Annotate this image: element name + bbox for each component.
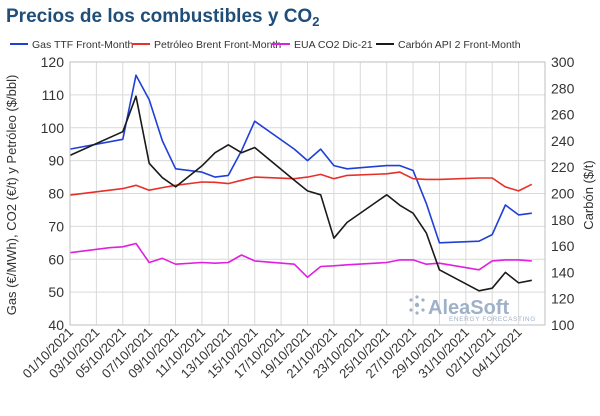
logo-subtitle: ENERGY FORECASTING <box>449 316 536 323</box>
y-right-tick-label: 140 <box>551 264 575 280</box>
series-line-3 <box>69 95 532 292</box>
y-right-tick-label: 100 <box>551 317 575 333</box>
y-right-tick-label: 260 <box>551 107 575 123</box>
series-line-0 <box>69 74 532 244</box>
y-left-tick-label: 80 <box>48 186 64 202</box>
legend-label: Gas TTF Front-Month <box>32 39 133 51</box>
series-line-2 <box>69 242 532 279</box>
y-right-tick-label: 180 <box>551 212 575 228</box>
y-left-tick-label: 120 <box>41 54 65 70</box>
y-right-tick-label: 200 <box>551 186 575 202</box>
x-axis-ticks: 01/10/202103/10/202105/10/202107/10/2021… <box>19 325 524 382</box>
y-left-tick-label: 40 <box>48 317 64 333</box>
y-left-tick-label: 110 <box>42 87 65 103</box>
y-right-tick-label: 300 <box>551 54 575 70</box>
logo-text: AleaSoft <box>428 297 509 319</box>
legend-label: EUA CO2 Dic-21 <box>294 39 373 51</box>
y-left-tick-label: 60 <box>48 251 64 267</box>
y-left-tick-label: 50 <box>48 284 64 300</box>
y-axis-right-ticks: 100 120 140 160 180 200 220 240 260 280 300 <box>551 54 575 333</box>
y-left-tick-label: 90 <box>48 153 64 169</box>
y-axis-left-ticks: 40 50 60 70 80 90 100 110 120 <box>41 54 65 333</box>
y-left-tick-label: 100 <box>41 120 65 136</box>
y-axis-right-label: Carbón ($/t) <box>581 160 596 229</box>
legend-label: Carbón API 2 Front-Month <box>398 39 521 51</box>
y-right-tick-label: 120 <box>551 291 575 307</box>
logo-sun-icon <box>409 295 425 315</box>
chart-series <box>69 74 533 292</box>
legend-label: Petróleo Brent Front-Month <box>154 39 281 51</box>
chart-grid <box>69 61 545 326</box>
y-right-tick-label: 280 <box>551 80 575 96</box>
y-left-tick-label: 70 <box>48 218 64 234</box>
series-line-1 <box>69 171 533 196</box>
chart-legend: Gas TTF Front-Month Petróleo Brent Front-… <box>10 39 521 51</box>
plot-frame <box>69 61 546 326</box>
aleasoft-logo: AleaSoft ENERGY FORECASTING <box>409 295 535 323</box>
chart-title: Precios de los combustibles y CO2 <box>6 6 319 29</box>
y-right-tick-label: 240 <box>551 133 575 149</box>
y-right-tick-label: 160 <box>551 238 575 254</box>
y-right-tick-label: 220 <box>551 159 575 175</box>
y-axis-left-label: Gas (€/MWh), CO2 (€/t) y Petróleo ($/bbl… <box>4 75 19 316</box>
